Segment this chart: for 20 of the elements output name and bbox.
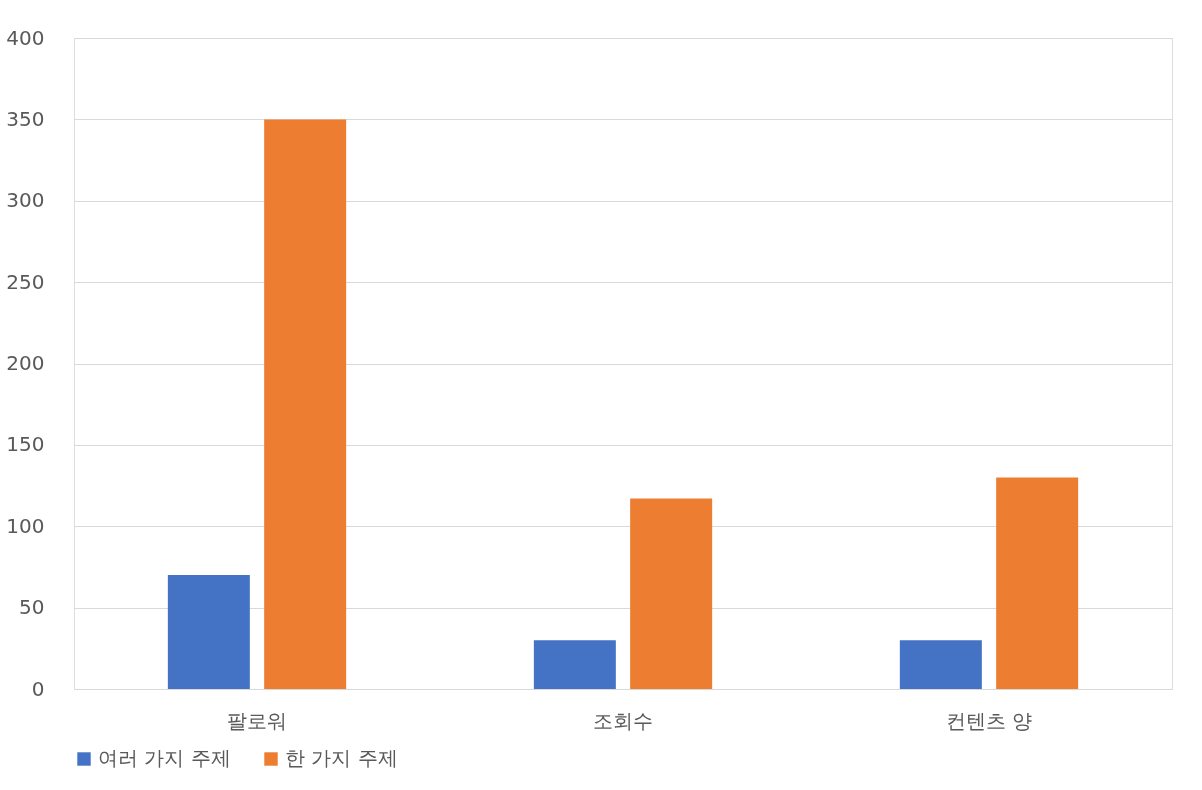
y-tick-label: 300 — [6, 188, 45, 213]
y-tick-label: 200 — [6, 351, 45, 375]
bar — [264, 119, 347, 689]
bar — [899, 640, 982, 689]
bar — [630, 498, 713, 689]
legend-label: 여러 가지 주제 — [98, 746, 231, 770]
y-tick-label: 0 — [31, 676, 45, 701]
bar — [996, 477, 1079, 689]
x-tick-label: 조회수 — [593, 708, 653, 733]
y-tick-label: 250 — [6, 269, 45, 294]
bar — [533, 640, 616, 689]
y-tick-label: 400 — [6, 25, 45, 50]
y-tick-label: 100 — [6, 513, 45, 538]
legend-label: 한 가지 주제 — [285, 746, 398, 770]
x-tick-label: 팔로워 — [227, 708, 287, 733]
y-tick-label: 350 — [6, 106, 45, 131]
x-tick-label: 컨텐츠 양 — [945, 708, 1033, 733]
y-tick-label: 150 — [6, 432, 45, 457]
bar — [167, 575, 250, 689]
y-tick-label: 50 — [19, 595, 45, 620]
